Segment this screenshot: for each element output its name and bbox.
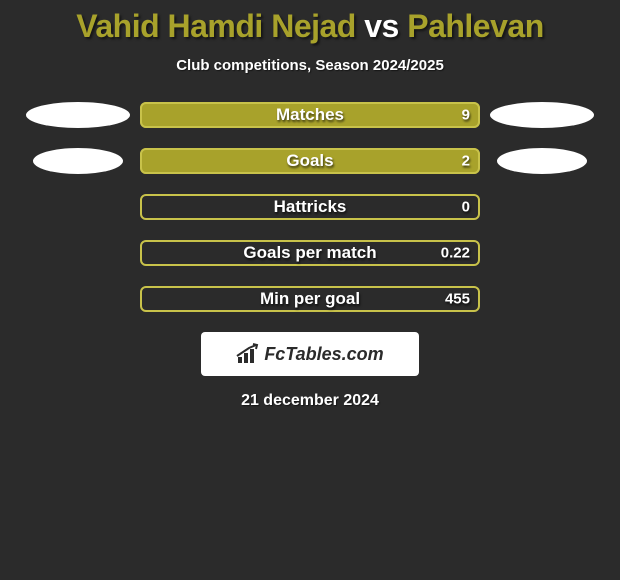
stat-bar: Min per goal 455	[140, 286, 480, 312]
stat-label: Min per goal	[260, 289, 360, 309]
right-marker-slot	[490, 240, 594, 266]
stats-container: Matches 9 Goals 2 Hattricks 0 Goals per match 0…	[0, 102, 620, 312]
bar-chart-icon	[236, 343, 260, 365]
vs-text: vs	[364, 8, 399, 44]
left-marker-slot	[26, 286, 130, 312]
comparison-title: Vahid Hamdi Nejad vs Pahlevan	[0, 0, 620, 45]
left-marker-slot	[26, 194, 130, 220]
stat-label: Hattricks	[274, 197, 347, 217]
left-marker	[26, 102, 130, 128]
right-marker-slot	[490, 286, 594, 312]
stat-row: Goals per match 0.22	[0, 240, 620, 266]
right-marker-slot	[490, 102, 594, 128]
left-marker-slot	[26, 148, 130, 174]
stat-value: 0.22	[441, 245, 470, 262]
stat-value: 2	[462, 153, 470, 170]
left-marker	[33, 148, 123, 174]
stat-value: 455	[445, 291, 470, 308]
stat-row: Min per goal 455	[0, 286, 620, 312]
right-marker	[490, 102, 594, 128]
date-text: 21 december 2024	[0, 392, 620, 410]
logo-text: FcTables.com	[264, 344, 383, 365]
stat-label: Matches	[276, 105, 344, 125]
stat-bar: Hattricks 0	[140, 194, 480, 220]
stat-value: 0	[462, 199, 470, 216]
stat-bar: Matches 9	[140, 102, 480, 128]
stat-row: Matches 9	[0, 102, 620, 128]
stat-value: 9	[462, 107, 470, 124]
logo-box: FcTables.com	[201, 332, 419, 376]
stat-bar: Goals per match 0.22	[140, 240, 480, 266]
player1-name: Vahid Hamdi Nejad	[76, 8, 356, 44]
subtitle: Club competitions, Season 2024/2025	[0, 57, 620, 74]
stat-bar: Goals 2	[140, 148, 480, 174]
right-marker	[497, 148, 587, 174]
stat-row: Goals 2	[0, 148, 620, 174]
right-marker-slot	[490, 194, 594, 220]
right-marker-slot	[490, 148, 594, 174]
left-marker-slot	[26, 102, 130, 128]
player2-name: Pahlevan	[407, 8, 544, 44]
stat-row: Hattricks 0	[0, 194, 620, 220]
left-marker-slot	[26, 240, 130, 266]
stat-label: Goals per match	[243, 243, 376, 263]
stat-label: Goals	[286, 151, 333, 171]
